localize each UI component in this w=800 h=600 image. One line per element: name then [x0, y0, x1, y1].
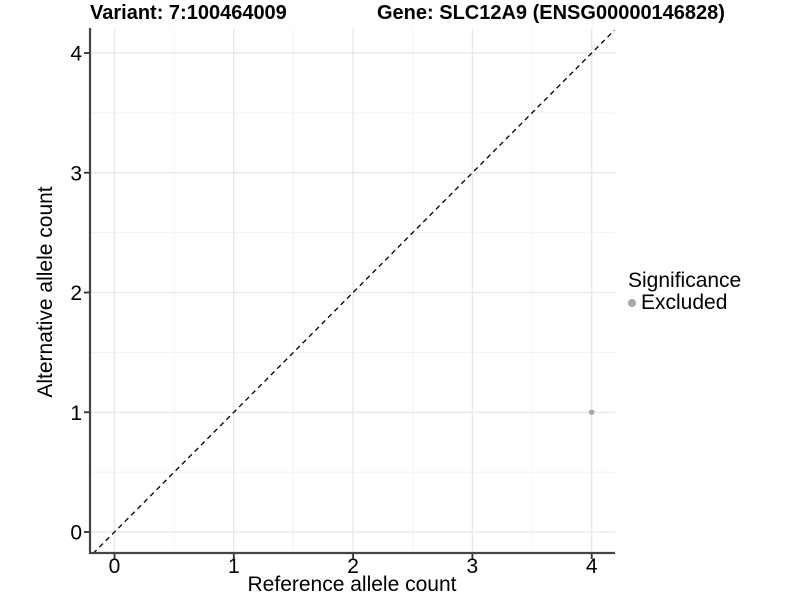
x-tick-label: 4: [586, 555, 598, 578]
y-tick-label: 4: [70, 43, 82, 66]
x-tick-label: 3: [467, 555, 479, 578]
x-axis-title: Reference allele count: [247, 573, 457, 596]
legend-item-label: Excluded: [641, 291, 728, 314]
x-tick-label: 1: [228, 555, 240, 578]
gene-title: Gene: SLC12A9 (ENSG00000146828): [377, 2, 725, 24]
y-tick-label: 1: [70, 402, 82, 425]
legend-item-excluded: Excluded: [628, 292, 741, 314]
legend-point-icon: [628, 299, 636, 307]
y-axis-title: Alternative allele count: [34, 186, 57, 398]
legend: Significance Excluded: [628, 270, 741, 314]
y-tick-label: 0: [70, 522, 82, 545]
y-tick-label: 2: [70, 282, 82, 305]
y-tick-label: 3: [70, 162, 82, 185]
identity-reference-line: [92, 29, 615, 555]
variant-title: Variant: 7:100464009: [90, 2, 287, 24]
legend-title: Significance: [628, 269, 742, 292]
x-tick-label: 0: [109, 555, 121, 578]
data-point: [588, 409, 595, 416]
x-tick-label: 2: [347, 555, 359, 578]
